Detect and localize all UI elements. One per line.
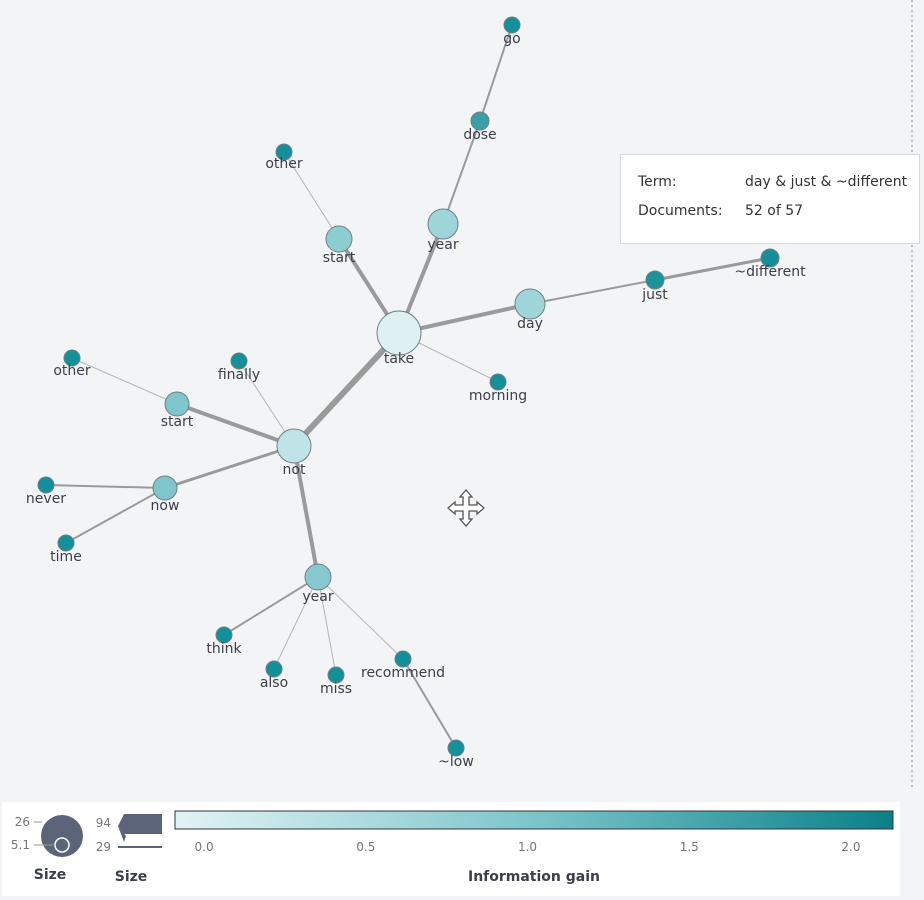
node-size-min: 5.1 [11, 838, 30, 852]
node-label: start [161, 414, 194, 430]
color-tick-label: 1.5 [680, 840, 699, 854]
move-icon[interactable] [447, 489, 485, 527]
node-label: ~low [438, 754, 474, 770]
node[interactable] [376, 310, 422, 356]
node[interactable] [327, 666, 345, 684]
node-label: also [260, 675, 288, 691]
node-label: day [517, 316, 543, 332]
node[interactable] [514, 288, 546, 320]
link [292, 445, 320, 578]
link [317, 576, 404, 660]
link [317, 576, 337, 676]
node[interactable] [394, 650, 412, 668]
node-size-title: Size [34, 867, 67, 883]
link [442, 120, 481, 225]
node-label: ~different [734, 264, 806, 280]
node-label: morning [469, 388, 527, 404]
node[interactable] [489, 373, 507, 391]
color-scale [174, 810, 894, 830]
node-label: other [53, 363, 91, 379]
documents-label: Documents: [638, 203, 723, 219]
size-legend-large [41, 815, 83, 857]
link [223, 576, 319, 636]
node-label: think [206, 641, 242, 657]
node[interactable] [265, 660, 283, 678]
node[interactable] [470, 111, 490, 131]
documents: 52 of 57 [745, 203, 804, 219]
color-tick-label: 1.0 [518, 840, 537, 854]
node[interactable] [447, 739, 465, 757]
link [283, 151, 340, 240]
tooltip: Term: day & just & ~different Documents:… [620, 154, 920, 244]
link [291, 330, 402, 449]
node-label: other [265, 156, 303, 172]
link [45, 484, 166, 489]
node-label: finally [218, 367, 260, 383]
node-size-max: 26 [15, 815, 30, 829]
node-label: just [641, 287, 668, 303]
link-size-max: 94 [96, 816, 111, 830]
link [176, 402, 295, 448]
link [654, 256, 771, 282]
node-label: now [151, 498, 180, 514]
link [71, 357, 178, 405]
node[interactable] [63, 349, 81, 367]
node-label: year [427, 237, 458, 253]
node-label: dose [463, 127, 496, 143]
node[interactable] [304, 563, 332, 591]
link [402, 658, 457, 749]
node[interactable] [164, 391, 190, 417]
link [164, 444, 295, 490]
link [529, 279, 656, 305]
link-size-legend [118, 814, 162, 834]
node[interactable] [152, 475, 178, 501]
link [65, 487, 166, 544]
node-label: miss [320, 681, 352, 697]
node-label: never [26, 491, 66, 507]
node[interactable] [427, 208, 459, 240]
node[interactable] [503, 16, 521, 34]
color-scale-title: Information gain [468, 869, 600, 885]
move-arrows [447, 489, 485, 527]
node-label: start [323, 250, 356, 266]
term-label: Term: [638, 174, 677, 190]
link [273, 576, 319, 670]
link-size-title: Size [115, 869, 148, 885]
term: day & just & ~different [745, 174, 908, 190]
link-size-min: 29 [96, 840, 111, 854]
color-tick-label: 2.0 [841, 840, 860, 854]
node[interactable] [275, 143, 293, 161]
node[interactable] [230, 352, 248, 370]
node[interactable] [215, 626, 233, 644]
node-label: not [283, 462, 306, 478]
node-label: go [503, 31, 520, 47]
node-label: time [50, 549, 82, 565]
node[interactable] [57, 534, 75, 552]
node[interactable] [760, 248, 780, 268]
link [479, 24, 513, 122]
link-size-legend [118, 826, 126, 842]
color-tick-label: 0.5 [356, 840, 375, 854]
node-label: recommend [361, 665, 445, 681]
node-label: year [302, 589, 333, 605]
node[interactable] [645, 270, 665, 290]
color-tick-label: 0.0 [195, 840, 214, 854]
node-label: take [384, 351, 414, 367]
node[interactable] [37, 476, 55, 494]
node[interactable] [276, 428, 312, 464]
node[interactable] [325, 225, 353, 253]
